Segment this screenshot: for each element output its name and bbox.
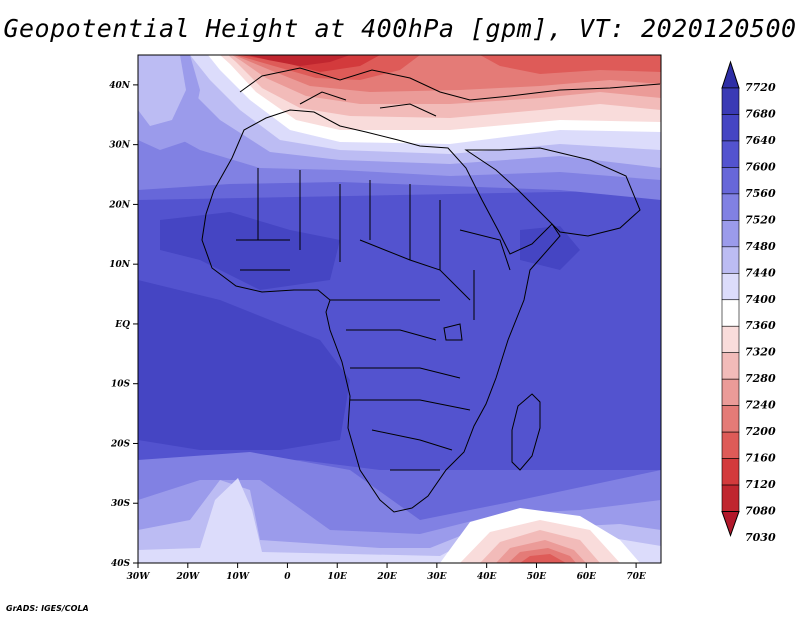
y-tick-label: 30N	[109, 141, 131, 151]
colorbar-segment	[721, 140, 740, 168]
map-title: Geopotential Height at 400hPa [gpm], VT:…	[3, 14, 797, 43]
colorbar-segment	[721, 167, 740, 195]
x-tick-label: 30W	[127, 572, 151, 582]
lake-victoria	[443, 323, 463, 341]
colorbar-segment	[721, 193, 740, 221]
colorbar-segment	[721, 458, 740, 486]
madagascar-coastline	[511, 393, 541, 471]
colorbar-segment	[721, 272, 740, 301]
north-7080	[248, 55, 350, 66]
south-7160	[520, 554, 566, 563]
plot-frame	[137, 54, 662, 564]
y-tick-label: 20N	[108, 200, 131, 210]
colorbar-segment	[721, 299, 740, 327]
x-tick-label: 10E	[328, 572, 348, 582]
band-7640-nw	[160, 212, 340, 290]
y-tick-label: 30S	[111, 499, 131, 509]
country-borders	[201, 67, 661, 513]
colorbar-label: 7320	[745, 346, 776, 359]
y-tick-label: EQ	[114, 320, 130, 330]
colorbar-segment	[721, 484, 740, 512]
europe-coastline	[239, 67, 661, 117]
x-tick-label: 20E	[376, 572, 397, 582]
africa-coastline	[201, 109, 561, 513]
colorbar-label: 7080	[745, 505, 776, 518]
x-tick-label: 0	[284, 572, 291, 582]
x-tick-label: 10W	[226, 572, 250, 582]
y-tick-label: 10S	[111, 380, 131, 390]
x-axis: 30W 20W 10W 0 10E 20E 30E 40E 50E 60E 70E	[127, 563, 646, 582]
x-tick-label: 20W	[175, 572, 200, 582]
colorbar-label: 7640	[745, 134, 776, 147]
y-tick-label: 10N	[109, 260, 131, 270]
y-tick-label: 40N	[109, 81, 131, 91]
colorbar-label: 7200	[745, 425, 776, 438]
colorbar-label: 7440	[745, 266, 776, 279]
y-tick-label: 20S	[110, 439, 131, 449]
x-tick-label: 40E	[477, 572, 497, 582]
colorbar-segment	[721, 431, 740, 459]
colorbar-segment	[721, 378, 740, 406]
north-7160b	[480, 55, 661, 74]
colorbar-label: 7360	[745, 319, 776, 332]
colorbar-label: 7160	[745, 452, 776, 465]
colorbar-label: 7400	[745, 293, 776, 306]
colorbar-segment	[721, 246, 740, 274]
colorbar-label: 7240	[745, 399, 776, 412]
grads-credit: GrADS: IGES/COLA	[6, 604, 89, 613]
colorbar-label: 7520	[745, 213, 776, 226]
colorbar-label: 7720	[745, 81, 776, 94]
internal-borders	[236, 168, 511, 471]
x-tick-label: 60E	[577, 572, 597, 582]
y-tick-label: 40S	[111, 559, 131, 569]
height-field	[138, 55, 661, 563]
colorbar-segment	[721, 352, 740, 380]
colorbar-label: 7030	[745, 531, 776, 544]
colorbar-label: 7680	[745, 107, 776, 120]
y-axis: 40S 30S 20S 10S EQ 10N 20N 30N 40N	[108, 81, 138, 569]
colorbar: 7720 7680 7640 7600 7560 7520 7480 7440 7400 7360…	[721, 60, 776, 544]
band-7640-west	[138, 280, 350, 450]
colorbar-segment	[721, 114, 740, 142]
colorbar-top-arrow	[721, 60, 740, 89]
colorbar-label: 7560	[745, 187, 776, 200]
colorbar-segment	[721, 325, 740, 354]
x-tick-label: 30E	[427, 572, 447, 582]
colorbar-bottom-arrow	[721, 511, 740, 538]
colorbar-label: 7600	[745, 160, 776, 173]
colorbar-label: 7480	[745, 240, 776, 253]
colorbar-segment	[721, 405, 740, 433]
west-7440	[138, 55, 186, 126]
arabia-coastline	[464, 147, 641, 237]
colorbar-label: 7120	[745, 478, 776, 491]
x-tick-label: 70E	[626, 572, 646, 582]
colorbar-segment	[721, 87, 740, 115]
colorbar-segment	[721, 220, 740, 248]
colorbar-label: 7280	[745, 372, 776, 385]
x-tick-label: 50E	[527, 572, 547, 582]
